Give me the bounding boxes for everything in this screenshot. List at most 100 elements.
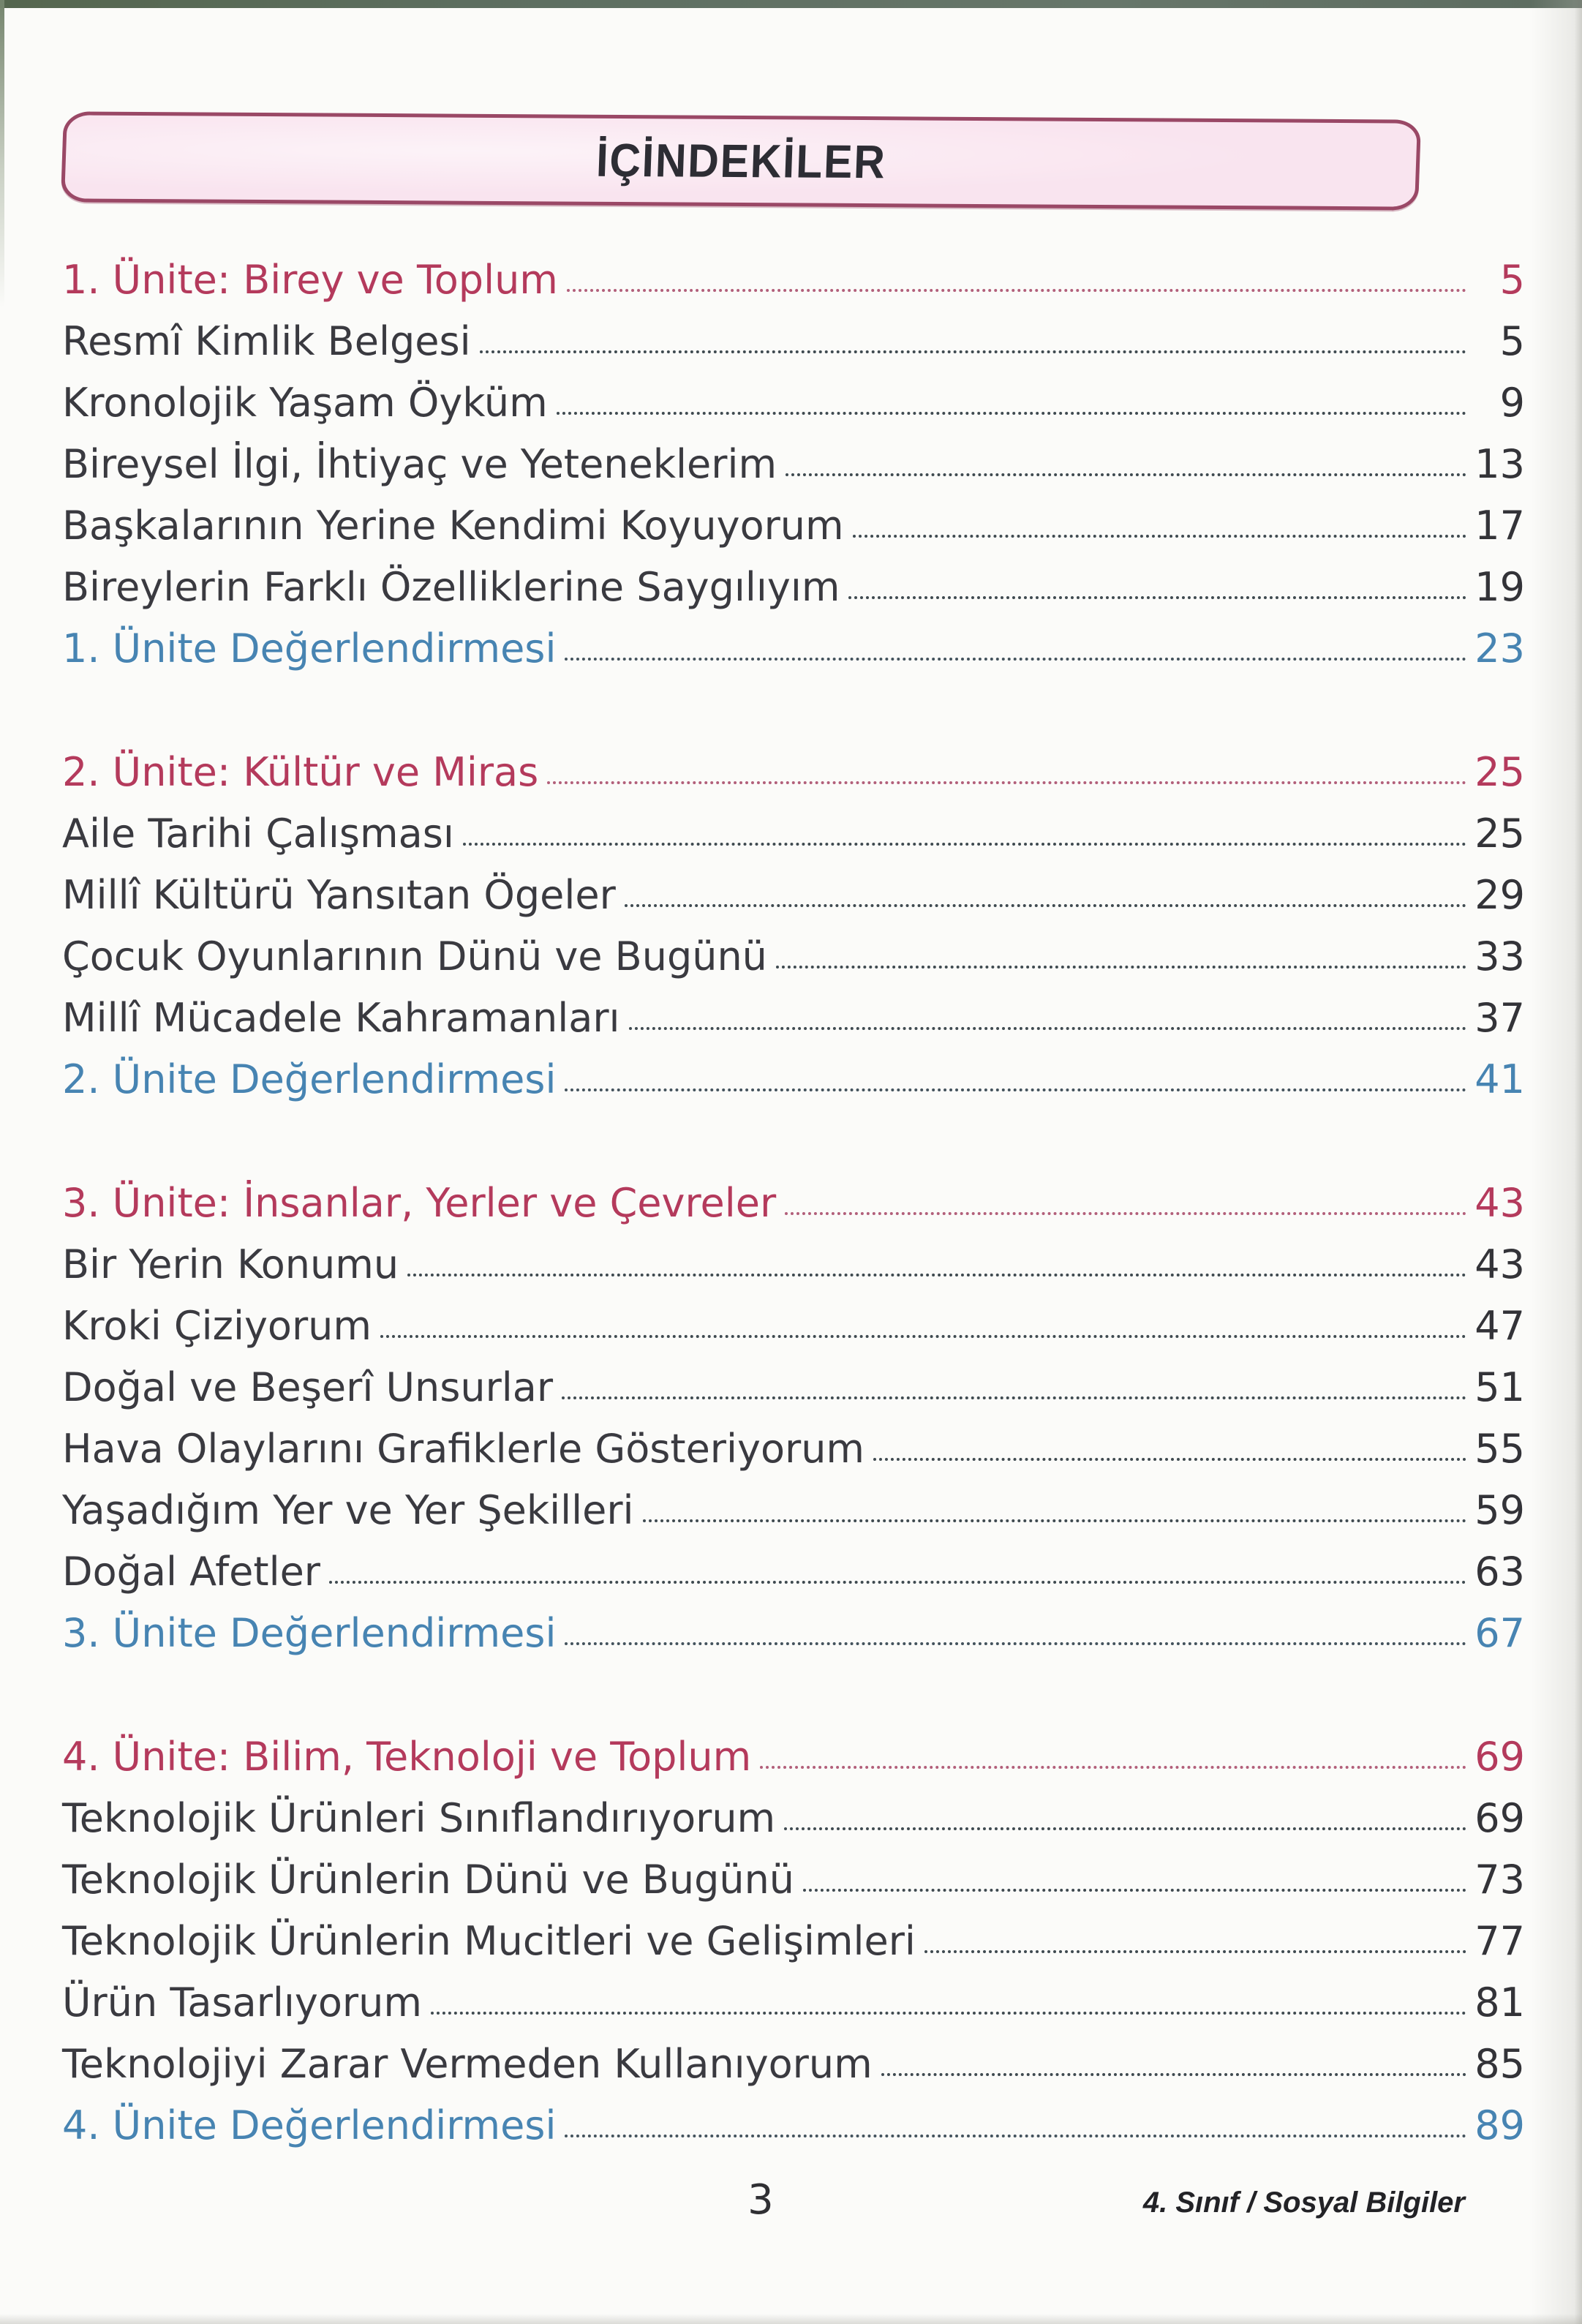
toc-entry-page-number: 67 [1474,1609,1525,1656]
dotted-leader [547,781,1466,784]
toc-entry-topic: Teknolojik Ürünleri Sınıflandırıyorum 69 [62,1780,1525,1841]
photo-edge-left [0,0,4,307]
toc-entry-label: Çocuk Oyunlarının Dünü ve Bugünü [62,933,767,979]
toc-entry-page-number: 43 [1474,1241,1525,1287]
toc-entry-unit: 3. Ünite: İnsanlar, Yerler ve Çevreler 4… [62,1165,1525,1226]
toc-entry-topic: Teknolojik Ürünlerin Mucitleri ve Gelişi… [62,1903,1525,1964]
toc-entry-label: 3. Ünite: İnsanlar, Yerler ve Çevreler [62,1179,777,1226]
toc-entry-page-number: 47 [1474,1302,1525,1349]
toc-entry-page-number: 77 [1474,1917,1525,1964]
dotted-leader [479,350,1466,353]
toc-entry-label: Aile Tarihi Çalışması [62,810,454,857]
photo-edge-right [1531,0,1582,2324]
page-footer: 3 4. Sınıf / Sosyal Bilgiler [0,2176,1582,2235]
toc-entry-page-number: 51 [1474,1364,1525,1410]
toc-list: 1. Ünite: Birey ve Toplum 5 Resmî Kimlik… [62,241,1525,2211]
toc-entry-label: Teknolojik Ürünlerin Dünü ve Bugünü [62,1856,795,1903]
toc-entry-page-number: 85 [1474,2040,1525,2087]
dotted-leader [407,1274,1466,1276]
toc-section: 1. Ünite: Birey ve Toplum 5 Resmî Kimlik… [62,241,1525,672]
dotted-leader [624,904,1466,907]
toc-entry-topic: Bir Yerin Konumu 43 [62,1226,1525,1287]
toc-section: 2. Ünite: Kültür ve Miras 25 Aile Tarihi… [62,734,1525,1102]
toc-entry-topic: Teknolojik Ürünlerin Dünü ve Bugünü 73 [62,1841,1525,1903]
toc-entry-label: Resmî Kimlik Belgesi [62,317,471,364]
toc-entry-topic: Kronolojik Yaşam Öyküm 9 [62,364,1525,426]
toc-entry-page-number: 9 [1499,379,1525,426]
toc-entry-topic: Kroki Çiziyorum 47 [62,1287,1525,1349]
toc-entry-page-number: 59 [1474,1486,1525,1533]
toc-entry-page-number: 29 [1474,871,1525,918]
toc-entry-topic: Millî Mücadele Kahramanları 37 [62,979,1525,1041]
toc-entry-page-number: 25 [1474,748,1525,795]
dotted-leader [329,1581,1466,1584]
dotted-leader [775,966,1466,969]
toc-entry-topic: Bireylerin Farklı Özelliklerine Saygılıy… [62,549,1525,610]
toc-entry-label: 3. Ünite Değerlendirmesi [62,1609,557,1656]
toc-entry-label: 1. Ünite: Birey ve Toplum [62,256,558,303]
dotted-leader [881,2073,1466,2076]
toc-entry-eval: 1. Ünite Değerlendirmesi 23 [62,610,1525,672]
dotted-leader [565,1642,1466,1645]
toc-entry-eval: 2. Ünite Değerlendirmesi 41 [62,1041,1525,1102]
toc-entry-label: Yaşadığım Yer ve Yer Şekilleri [62,1486,634,1533]
toc-entry-page-number: 73 [1474,1856,1525,1903]
toc-entry-label: Kroki Çiziyorum [62,1302,372,1349]
toc-entry-eval: 4. Ünite Değerlendirmesi 89 [62,2087,1525,2148]
toc-entry-page-number: 23 [1474,625,1525,672]
toc-entry-label: Bir Yerin Konumu [62,1241,399,1287]
toc-entry-page-number: 37 [1474,994,1525,1041]
dotted-leader [786,473,1466,476]
toc-entry-topic: Millî Kültürü Yansıtan Ögeler 29 [62,857,1525,918]
toc-entry-label: Teknolojik Ürünlerin Mucitleri ve Gelişi… [62,1917,916,1964]
toc-entry-label: Millî Mücadele Kahramanları [62,994,620,1041]
toc-entry-page-number: 5 [1499,256,1525,303]
dotted-leader [848,596,1466,599]
toc-entry-label: 2. Ünite: Kültür ve Miras [62,748,539,795]
dotted-leader [628,1027,1466,1030]
dotted-leader [784,1827,1466,1830]
toc-entry-label: Millî Kültürü Yansıtan Ögeler [62,871,616,918]
toc-entry-topic: Resmî Kimlik Belgesi 5 [62,303,1525,364]
toc-entry-topic: Başkalarının Yerine Kendimi Koyuyorum 17 [62,487,1525,549]
toc-entry-page-number: 41 [1474,1056,1525,1102]
toc-entry-label: Başkalarının Yerine Kendimi Koyuyorum [62,502,844,549]
toc-entry-topic: Doğal Afetler 63 [62,1533,1525,1595]
book-label: 4. Sınıf / Sosyal Bilgiler [1142,2186,1465,2219]
toc-header-box: İÇİNDEKİLER [60,111,1422,211]
dotted-leader [380,1335,1466,1338]
toc-entry-topic: Bireysel İlgi, İhtiyaç ve Yeteneklerim 1… [62,426,1525,487]
toc-entry-topic: Doğal ve Beşerî Unsurlar 51 [62,1349,1525,1410]
toc-entry-page-number: 43 [1474,1179,1525,1226]
toc-entry-label: Hava Olaylarını Grafiklerle Gösteriyorum [62,1425,865,1472]
page-title: İÇİNDEKİLER [595,133,887,189]
dotted-leader [566,289,1466,292]
toc-entry-page-number: 69 [1474,1794,1525,1841]
dotted-leader [556,412,1466,415]
toc-entry-topic: Çocuk Oyunlarının Dünü ve Bugünü 33 [62,918,1525,979]
dotted-leader [565,658,1466,661]
toc-entry-label: Doğal ve Beşerî Unsurlar [62,1364,554,1410]
toc-entry-unit: 1. Ünite: Birey ve Toplum 5 [62,241,1525,303]
toc-entry-page-number: 63 [1474,1548,1525,1595]
toc-entry-topic: Hava Olaylarını Grafiklerle Gösteriyorum… [62,1410,1525,1472]
toc-entry-label: Kronolojik Yaşam Öyküm [62,379,548,426]
toc-entry-page-number: 33 [1474,933,1525,979]
dotted-leader [924,1950,1466,1953]
toc-section: 3. Ünite: İnsanlar, Yerler ve Çevreler 4… [62,1165,1525,1656]
dotted-leader [562,1396,1466,1399]
page-number: 3 [747,2176,774,2224]
dotted-leader [852,535,1466,538]
toc-entry-label: Ürün Tasarlıyorum [62,1979,422,2026]
toc-entry-topic: Teknolojiyi Zarar Vermeden Kullanıyorum … [62,2026,1525,2087]
toc-entry-unit: 2. Ünite: Kültür ve Miras 25 [62,734,1525,795]
dotted-leader [430,2012,1466,2015]
dotted-leader [642,1519,1466,1522]
toc-entry-topic: Aile Tarihi Çalışması 25 [62,795,1525,857]
toc-entry-label: Teknolojiyi Zarar Vermeden Kullanıyorum [62,2040,873,2087]
dotted-leader [565,2135,1466,2137]
toc-entry-label: 2. Ünite Değerlendirmesi [62,1056,557,1102]
dotted-leader [760,1766,1466,1769]
toc-entry-label: Bireylerin Farklı Özelliklerine Saygılıy… [62,563,840,610]
toc-entry-label: Doğal Afetler [62,1548,321,1595]
